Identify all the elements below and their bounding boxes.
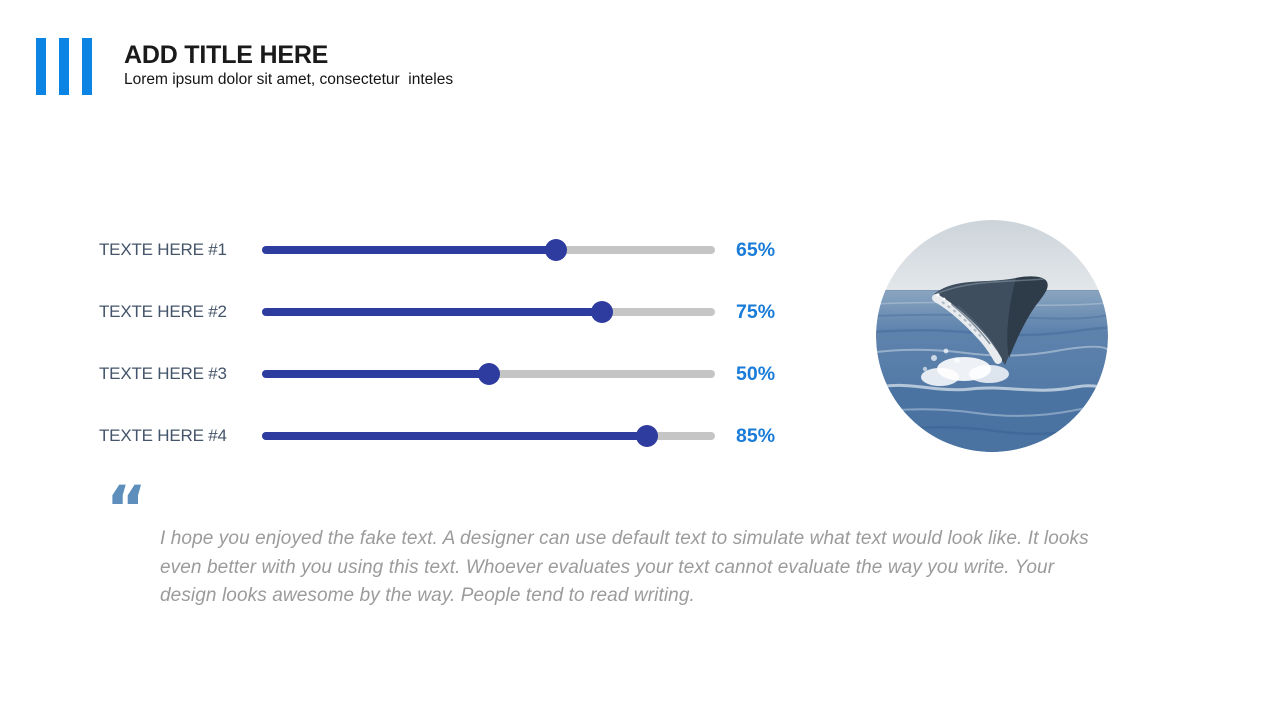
whale-illustration bbox=[876, 220, 1108, 452]
slider-fill bbox=[262, 425, 659, 447]
quote-text: I hope you enjoyed the fake text. A desi… bbox=[160, 528, 1089, 606]
slider-fill bbox=[262, 301, 613, 323]
logo-bars-icon bbox=[36, 38, 92, 95]
slider-label: TEXTE HERE #2 bbox=[99, 302, 227, 321]
slider-label: TEXTE HERE #1 bbox=[99, 240, 227, 259]
slider-track[interactable] bbox=[262, 239, 715, 261]
slider-row: TEXTE HERE #3 50% bbox=[99, 343, 781, 405]
page-subtitle: Lorem ipsum dolor sit amet, consectetur … bbox=[124, 71, 454, 88]
logo-bar bbox=[59, 38, 69, 95]
whale-photo bbox=[876, 220, 1108, 452]
slider-value: 50% bbox=[736, 362, 776, 385]
slider-label: TEXTE HERE #3 bbox=[99, 364, 227, 383]
slider-knob[interactable] bbox=[477, 363, 500, 385]
slider-track[interactable] bbox=[262, 301, 715, 323]
slider-list: TEXTE HERE #1 65% TEXTE HERE #2 75% TEXT… bbox=[99, 219, 781, 467]
slider-track[interactable] bbox=[262, 363, 715, 385]
slider-label: TEXTE HERE #4 bbox=[99, 426, 227, 445]
slider-row: TEXTE HERE #4 85% bbox=[99, 405, 781, 467]
slider-row: TEXTE HERE #2 75% bbox=[99, 281, 781, 343]
slider-knob[interactable] bbox=[636, 425, 659, 447]
header: ADD TITLE HERE Lorem ipsum dolor sit ame… bbox=[124, 41, 453, 90]
logo-bar bbox=[36, 38, 46, 95]
slider-fill bbox=[262, 363, 500, 385]
slider-value: 65% bbox=[736, 238, 776, 261]
page-title: ADD TITLE HERE bbox=[124, 41, 329, 69]
slider-knob[interactable] bbox=[590, 301, 613, 323]
slider-knob[interactable] bbox=[545, 239, 568, 261]
slider-track[interactable] bbox=[262, 425, 715, 447]
slider-value: 85% bbox=[736, 424, 776, 447]
quote-mark-icon: “ bbox=[106, 472, 147, 545]
slider-fill bbox=[262, 239, 568, 261]
logo-bar bbox=[82, 38, 92, 95]
slider-value: 75% bbox=[736, 300, 776, 323]
slider-row: TEXTE HERE #1 65% bbox=[99, 219, 781, 281]
